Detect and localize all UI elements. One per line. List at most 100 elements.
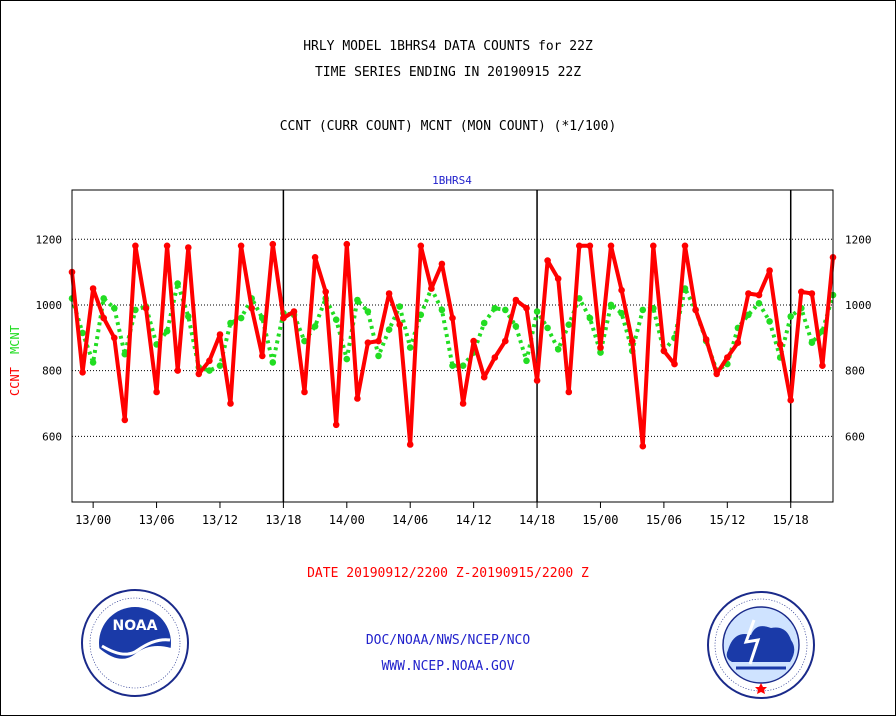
data-point-mcnt [512, 323, 520, 330]
url-link[interactable]: WWW.NCEP.NOAA.GOV [381, 659, 515, 674]
data-point-ccnt [755, 291, 763, 299]
data-point-mcnt [79, 329, 86, 337]
title-line-2: TIME SERIES ENDING IN 20190915 22Z [314, 65, 582, 80]
data-point-ccnt [808, 290, 816, 297]
x-tick-label: 13/18 [265, 513, 301, 527]
data-point-ccnt [787, 396, 794, 404]
data-point-mcnt [301, 337, 308, 345]
data-point-mcnt [406, 344, 414, 351]
data-point-mcnt [227, 319, 234, 327]
date-range: DATE 20190912/2200 Z-20190915/2200 Z [307, 566, 589, 581]
data-point-ccnt [185, 244, 192, 251]
chart-title: 1BHRS4 [432, 174, 472, 187]
data-point-mcnt [396, 303, 404, 310]
data-point-mcnt [163, 327, 171, 335]
data-point-ccnt [354, 395, 361, 402]
data-point-ccnt [153, 388, 160, 396]
y-tick-label-right: 1000 [845, 299, 872, 312]
data-point-ccnt [565, 388, 573, 396]
data-point-ccnt [671, 360, 678, 368]
star-icon [755, 683, 767, 694]
y-axis-label-ccnt: CCNT [8, 367, 22, 396]
data-point-ccnt [660, 347, 668, 355]
data-point-mcnt [755, 300, 763, 307]
x-tick-label: 15/00 [582, 513, 618, 527]
data-point-ccnt [576, 242, 583, 250]
data-point-ccnt [406, 441, 414, 448]
data-point-ccnt [449, 314, 456, 322]
data-point-ccnt [607, 242, 615, 250]
data-point-ccnt [343, 240, 351, 248]
data-point-ccnt [692, 306, 699, 314]
data-point-mcnt [100, 295, 107, 302]
y-tick-label-right: 1200 [845, 233, 872, 246]
data-point-ccnt [375, 337, 382, 345]
data-point-ccnt [174, 367, 181, 374]
y-axis-label-mcnt: MCNT [8, 325, 22, 354]
data-point-mcnt [597, 349, 604, 356]
data-point-ccnt [554, 275, 562, 283]
x-tick-label: 14/18 [519, 513, 555, 527]
data-point-mcnt [502, 306, 509, 314]
data-point-ccnt [396, 321, 404, 329]
title-line-1: HRLY MODEL 1BHRS4 DATA COUNTS for 22Z [303, 39, 593, 54]
data-point-mcnt [808, 339, 816, 347]
data-point-ccnt [206, 357, 213, 365]
data-point-ccnt [100, 314, 107, 322]
data-point-mcnt [544, 324, 551, 332]
data-point-mcnt [576, 295, 583, 302]
data-point-ccnt [480, 373, 488, 381]
data-point-ccnt [111, 334, 118, 342]
data-point-mcnt [523, 357, 530, 365]
data-point-ccnt [734, 339, 742, 347]
chart-subtitle: CCNT (CURR COUNT) MCNT (MON COUNT) (*1/1… [279, 119, 617, 134]
data-point-ccnt [713, 370, 720, 378]
data-point-ccnt [724, 354, 731, 361]
data-point-mcnt [491, 304, 499, 312]
data-point-mcnt [185, 313, 192, 320]
data-point-mcnt [375, 352, 382, 360]
data-point-ccnt [132, 242, 139, 250]
data-point-ccnt [269, 240, 277, 248]
y-tick-label-right: 800 [845, 365, 865, 378]
y-tick-label-left: 1200 [36, 233, 63, 246]
data-point-mcnt [206, 367, 213, 374]
x-tick-label: 13/06 [138, 513, 174, 527]
series-line-ccnt [70, 242, 835, 449]
data-point-ccnt [89, 285, 97, 292]
data-point-mcnt [385, 326, 393, 333]
data-point-ccnt [163, 242, 171, 250]
y-tick-label-left: 1000 [36, 299, 63, 312]
data-point-mcnt [343, 355, 351, 363]
x-tick-label: 15/18 [773, 513, 809, 527]
data-point-ccnt [237, 242, 245, 250]
data-point-ccnt [745, 290, 752, 297]
data-point-ccnt [512, 296, 520, 304]
data-point-ccnt [628, 337, 636, 345]
y-tick-label-right: 600 [845, 430, 865, 443]
data-point-ccnt [121, 416, 129, 424]
data-point-ccnt [491, 354, 499, 361]
data-point-mcnt [132, 306, 139, 314]
data-point-ccnt [385, 290, 393, 297]
data-point-ccnt [280, 314, 287, 322]
data-point-ccnt [332, 421, 340, 429]
data-point-ccnt [301, 388, 308, 396]
data-point-ccnt [428, 285, 435, 292]
data-point-ccnt [459, 400, 467, 407]
data-point-mcnt [449, 362, 456, 370]
data-point-mcnt [111, 304, 118, 312]
data-point-ccnt [766, 267, 773, 274]
data-point-mcnt [354, 296, 361, 304]
data-point-ccnt [227, 400, 234, 407]
data-point-mcnt [554, 346, 562, 353]
data-point-ccnt [798, 288, 805, 296]
data-point-ccnt [259, 352, 266, 360]
series-layer [68, 240, 837, 450]
data-point-ccnt [417, 242, 425, 250]
data-point-ccnt [639, 442, 647, 450]
data-point-ccnt [523, 304, 530, 312]
axis-layer: 600 600 800 800 1000 1000 1200 1200 13/00 13/06 13… [36, 233, 872, 527]
data-point-ccnt [544, 257, 551, 264]
